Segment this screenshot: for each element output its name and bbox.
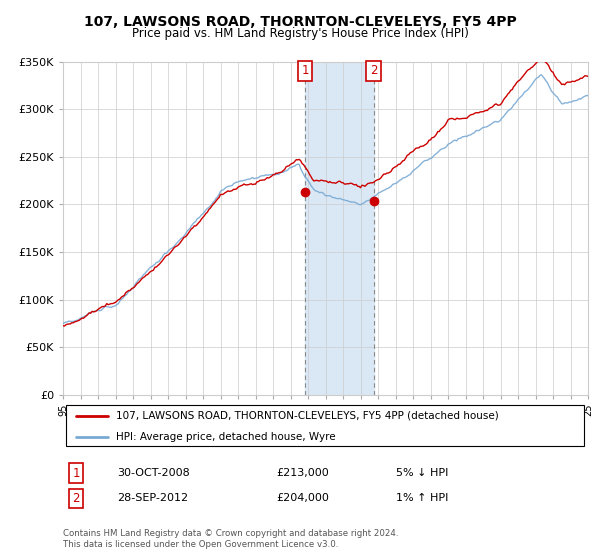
FancyBboxPatch shape xyxy=(65,405,584,446)
Text: 1% ↑ HPI: 1% ↑ HPI xyxy=(396,493,448,503)
Text: HPI: Average price, detached house, Wyre: HPI: Average price, detached house, Wyre xyxy=(115,432,335,442)
Bar xyxy=(305,62,374,395)
Text: 1: 1 xyxy=(73,466,80,480)
Text: 30-OCT-2008: 30-OCT-2008 xyxy=(117,468,190,478)
Text: 2: 2 xyxy=(73,492,80,505)
Text: Contains HM Land Registry data © Crown copyright and database right 2024.
This d: Contains HM Land Registry data © Crown c… xyxy=(63,529,398,549)
Text: Price paid vs. HM Land Registry's House Price Index (HPI): Price paid vs. HM Land Registry's House … xyxy=(131,27,469,40)
Text: 5% ↓ HPI: 5% ↓ HPI xyxy=(396,468,448,478)
Text: 28-SEP-2012: 28-SEP-2012 xyxy=(117,493,188,503)
Text: £204,000: £204,000 xyxy=(276,493,329,503)
Text: 2: 2 xyxy=(370,64,377,77)
Text: 107, LAWSONS ROAD, THORNTON-CLEVELEYS, FY5 4PP: 107, LAWSONS ROAD, THORNTON-CLEVELEYS, F… xyxy=(83,15,517,29)
Text: £213,000: £213,000 xyxy=(276,468,329,478)
Text: 1: 1 xyxy=(301,64,309,77)
Text: 107, LAWSONS ROAD, THORNTON-CLEVELEYS, FY5 4PP (detached house): 107, LAWSONS ROAD, THORNTON-CLEVELEYS, F… xyxy=(115,410,498,421)
